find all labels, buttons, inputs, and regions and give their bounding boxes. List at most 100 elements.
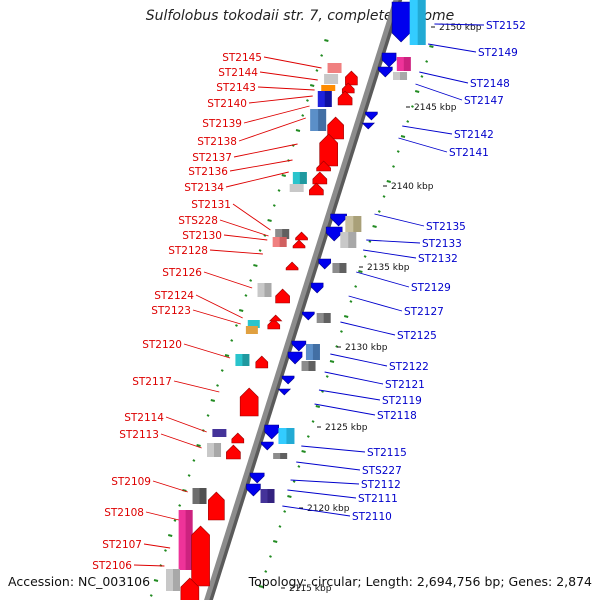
tick-mark xyxy=(329,360,335,363)
reverse-gene-label: ST2148 xyxy=(470,78,510,90)
reverse-gene-arrow xyxy=(381,52,397,68)
reverse-label-leader xyxy=(296,461,361,471)
tick-mark xyxy=(167,534,173,537)
forward-gene-box xyxy=(212,429,227,437)
forward-gene-label: STS228 xyxy=(178,215,218,227)
gene-box-shade xyxy=(348,232,357,248)
reverse-gene-label: ST2147 xyxy=(464,95,504,107)
reverse-label-leader xyxy=(348,295,403,312)
reverse-gene-arrow xyxy=(325,226,343,242)
gene-box-shade xyxy=(299,172,307,184)
reverse-label-leader xyxy=(415,83,463,101)
reverse-gene-arrow xyxy=(391,1,411,43)
tick-mark xyxy=(301,114,305,117)
tick-mark xyxy=(164,549,167,552)
forward-gene-arrow xyxy=(208,491,225,521)
reverse-gene-label: ST2115 xyxy=(367,447,407,459)
tick-mark xyxy=(414,90,420,93)
forward-gene-arrow xyxy=(255,355,269,369)
gene-box-shade xyxy=(318,109,327,131)
forward-label-leader xyxy=(203,271,253,289)
tick-mark xyxy=(358,270,363,273)
reverse-gene-arrow xyxy=(246,483,261,497)
tick-mark xyxy=(301,450,306,453)
forward-label-leader xyxy=(223,234,268,241)
accession-text: Accession: NC_003106 xyxy=(8,574,151,589)
forward-gene-label: ST2107 xyxy=(102,539,142,551)
tick-mark xyxy=(272,204,276,207)
gene-box-shade xyxy=(173,569,181,591)
gene-box-shade xyxy=(308,361,316,371)
forward-gene-arrow xyxy=(191,525,210,587)
forward-gene-arrow xyxy=(231,432,245,444)
tick-mark xyxy=(263,234,267,237)
forward-gene-box xyxy=(321,85,336,91)
tick-mark xyxy=(210,399,216,402)
tick-mark xyxy=(224,354,230,357)
tick-mark xyxy=(287,495,292,498)
gene-box-shade xyxy=(417,0,426,45)
reverse-gene-arrow xyxy=(318,258,332,270)
forward-gene-label: ST2126 xyxy=(162,267,202,279)
reverse-gene-label: ST2133 xyxy=(422,238,462,250)
gene-box-shade xyxy=(324,91,332,107)
reverse-gene-label: ST2119 xyxy=(382,395,422,407)
forward-gene-arrow xyxy=(285,261,299,271)
reverse-gene-label: ST2129 xyxy=(411,282,451,294)
forward-label-leader xyxy=(173,380,220,393)
tick-mark xyxy=(206,414,210,417)
ruler-label: 2130 kbp xyxy=(345,343,388,353)
forward-label-leader xyxy=(183,343,231,359)
reverse-gene-arrow xyxy=(287,351,303,365)
reverse-gene-label: ST2111 xyxy=(358,493,398,505)
reverse-label-leader xyxy=(330,353,388,367)
reverse-gene-label: ST2125 xyxy=(397,330,437,342)
forward-label-leader xyxy=(233,143,298,158)
gene-box-shade xyxy=(400,72,408,80)
reverse-label-leader xyxy=(340,321,396,336)
tick-mark xyxy=(173,519,177,522)
tick-mark xyxy=(363,255,367,258)
tick-mark xyxy=(306,435,310,438)
tick-mark xyxy=(230,339,234,342)
forward-label-leader xyxy=(219,219,269,237)
reverse-label-leader xyxy=(314,403,376,416)
gene-box-shade xyxy=(280,453,288,459)
reverse-gene-label: ST2122 xyxy=(389,361,429,373)
reverse-label-leader xyxy=(366,239,421,244)
forward-gene-label: ST2139 xyxy=(202,118,242,130)
reverse-gene-arrow xyxy=(281,375,295,385)
reverse-gene-arrow xyxy=(291,340,307,352)
tick-mark xyxy=(269,555,272,558)
forward-gene-arrow xyxy=(337,90,353,106)
forward-gene-arrow xyxy=(327,116,344,140)
ruler-label: 2140 kbp xyxy=(391,182,434,192)
tick-mark xyxy=(192,459,196,462)
tick-mark xyxy=(196,444,201,447)
tick-mark xyxy=(372,225,377,228)
tick-mark xyxy=(292,480,296,483)
reverse-gene-arrow xyxy=(330,213,347,227)
tick-mark xyxy=(320,54,324,57)
reverse-label-leader xyxy=(282,505,351,517)
reverse-label-leader xyxy=(363,249,417,259)
forward-label-leader xyxy=(143,543,171,549)
tick-mark xyxy=(258,585,264,588)
tick-mark xyxy=(264,570,268,573)
forward-gene-label: ST2120 xyxy=(142,339,182,351)
gene-box-shade xyxy=(214,443,222,457)
tick-mark xyxy=(315,69,319,72)
reverse-gene-label: ST2121 xyxy=(385,379,425,391)
genome-summary-text: Topology: circular; Length: 2,694,756 bp… xyxy=(248,574,592,589)
reverse-gene-label: ST2110 xyxy=(352,511,392,523)
forward-label-leader xyxy=(160,433,202,449)
forward-gene-arrow xyxy=(309,182,324,196)
forward-gene-arrow xyxy=(267,318,281,330)
gene-box-shade xyxy=(339,263,347,273)
forward-gene-box xyxy=(247,320,260,328)
forward-gene-label: ST2106 xyxy=(92,560,132,572)
tick-mark xyxy=(283,510,287,513)
reverse-gene-label: STS227 xyxy=(362,465,402,477)
tick-mark xyxy=(278,525,282,528)
